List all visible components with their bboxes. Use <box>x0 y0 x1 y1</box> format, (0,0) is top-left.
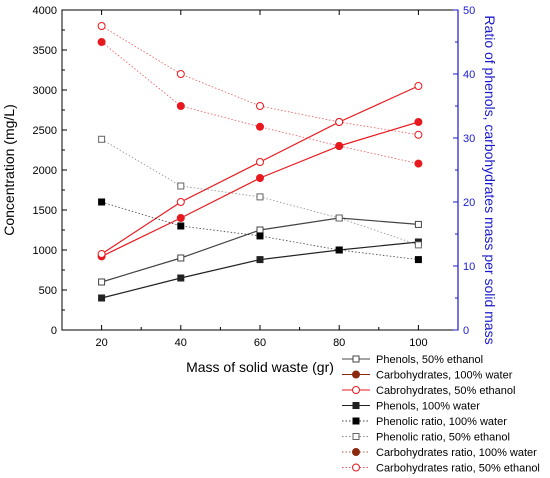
y2-tick-label: 50 <box>463 5 475 17</box>
x-tick-label: 80 <box>333 337 345 349</box>
data-point <box>414 220 422 228</box>
legend-label: Phenols, 50% ethanol <box>376 354 483 366</box>
legend-label: Carbohydrates ratio, 50% ethanol <box>376 463 540 475</box>
data-point <box>177 222 185 230</box>
series-line <box>101 201 419 260</box>
legend-label: Phenols, 100% water <box>376 401 480 413</box>
y-tick-label: 500 <box>39 285 57 297</box>
data-point <box>335 214 343 222</box>
legend-marker <box>352 402 360 409</box>
legend: Phenols, 50% ethanol Carbohydrates, 100% … <box>342 354 540 475</box>
data-point <box>98 278 106 286</box>
y-axis-title: Concentration (mg/L) <box>1 104 17 236</box>
data-point <box>256 122 264 131</box>
data-point <box>256 174 264 182</box>
legend-marker <box>352 386 360 394</box>
series-line <box>101 25 419 136</box>
y-tick-label: 4000 <box>33 5 57 17</box>
data-point <box>414 118 423 126</box>
data-point <box>177 254 185 262</box>
legend-label: Phenolic ratio, 50% ethanol <box>376 432 510 444</box>
y2-tick-label: 0 <box>463 325 469 337</box>
data-point <box>177 182 185 190</box>
y-tick-label: 3000 <box>33 85 57 97</box>
data-point <box>176 214 185 222</box>
x-axis-title: Mass of solid waste (gr) <box>186 359 334 375</box>
data-point <box>414 159 423 168</box>
data-point <box>256 232 264 240</box>
data-point <box>256 256 264 264</box>
data-point <box>414 256 422 264</box>
y-tick-label: 2000 <box>33 165 57 177</box>
data-point <box>176 70 185 78</box>
legend-marker <box>352 370 360 379</box>
data-point <box>256 193 264 201</box>
data-point <box>335 118 344 126</box>
x-axis-ticks: 20 40 60 80 100 <box>95 10 428 349</box>
data-point <box>256 226 264 234</box>
y-tick-label: 0 <box>51 325 57 337</box>
legend-label: Phenolic ratio, 100% water <box>376 416 507 428</box>
data-point <box>335 142 344 150</box>
legend-marker <box>352 448 360 456</box>
series-markers <box>97 22 423 302</box>
y2-tick-label: 20 <box>463 197 475 209</box>
x-tick-label: 100 <box>409 337 427 349</box>
data-point <box>97 22 106 30</box>
series-line <box>101 241 419 299</box>
data-point <box>97 38 106 46</box>
data-point <box>414 82 423 90</box>
data-point <box>98 294 106 302</box>
y-tick-label: 1500 <box>33 205 57 217</box>
data-point <box>414 130 423 139</box>
y2-axis-title: Ratio of phenols, carbohydrates mass per… <box>482 15 498 344</box>
y-tick-label: 1000 <box>33 245 57 257</box>
y2-axis-ticks: 0 10 20 30 40 50 <box>453 5 475 337</box>
data-point <box>335 246 343 254</box>
x-tick-label: 40 <box>175 337 187 349</box>
y2-tick-label: 30 <box>463 133 475 145</box>
series-line <box>101 41 419 164</box>
y2-tick-label: 10 <box>463 261 475 273</box>
x-tick-label: 60 <box>254 337 266 349</box>
legend-marker <box>352 417 360 425</box>
data-point <box>97 250 106 258</box>
legend-label: Carbohydrates, 100% water <box>376 370 513 382</box>
data-point <box>177 274 185 282</box>
data-point <box>414 241 422 249</box>
data-point <box>256 102 264 110</box>
y-tick-label: 2500 <box>33 125 57 137</box>
x-tick-label: 20 <box>95 337 107 349</box>
data-point <box>98 135 106 143</box>
legend-marker <box>352 355 360 363</box>
y2-tick-label: 40 <box>463 69 475 81</box>
data-point <box>176 198 185 206</box>
legend-marker <box>352 433 360 440</box>
y-tick-label: 3500 <box>33 45 57 57</box>
data-point <box>256 158 264 166</box>
data-point <box>98 198 106 206</box>
legend-label: Cabrohydrates, 50% ethanol <box>376 385 515 397</box>
data-point <box>176 102 185 110</box>
y-axis-ticks: 0 500 1000 1500 2000 2500 3000 3500 4000 <box>33 5 67 337</box>
legend-label: Carbohydrates ratio, 100% water <box>376 447 537 459</box>
legend-marker <box>352 463 360 472</box>
